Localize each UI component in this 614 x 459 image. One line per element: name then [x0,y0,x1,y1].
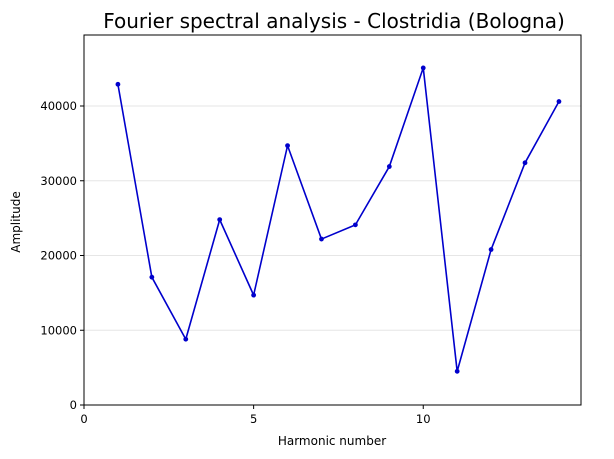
data-point [115,81,121,87]
data-point [522,160,528,166]
y-tick-label: 30000 [40,174,77,188]
data-point [285,143,290,149]
y-tick-label: 0 [70,398,77,412]
data-point [217,217,223,223]
x-axis-label: Harmonic number [278,434,386,448]
x-tick-label: 5 [250,412,257,426]
data-point [149,274,155,280]
data-point [386,164,392,169]
data-point [251,292,257,298]
x-tick-label: 10 [416,412,431,426]
chart-title: Fourier spectral analysis - Clostridia (… [103,9,565,33]
y-tick-label: 20000 [40,249,77,263]
y-tick-label: 10000 [40,323,77,337]
gridlines [84,105,581,331]
y-axis-label: Amplitude [9,191,23,253]
plot-frame [83,34,582,406]
x-tick-label: 0 [80,412,87,426]
ticks: 0 10000 20000 30000 40000 0 5 10 [40,99,430,426]
data-point [183,336,189,342]
data-point [352,222,358,228]
series-group [115,65,562,374]
y-tick-label: 40000 [40,99,77,113]
data-point [319,236,324,242]
data-point [420,65,426,71]
data-point [454,368,460,374]
series-line [117,67,560,373]
data-point [556,99,562,104]
data-point [488,247,494,252]
